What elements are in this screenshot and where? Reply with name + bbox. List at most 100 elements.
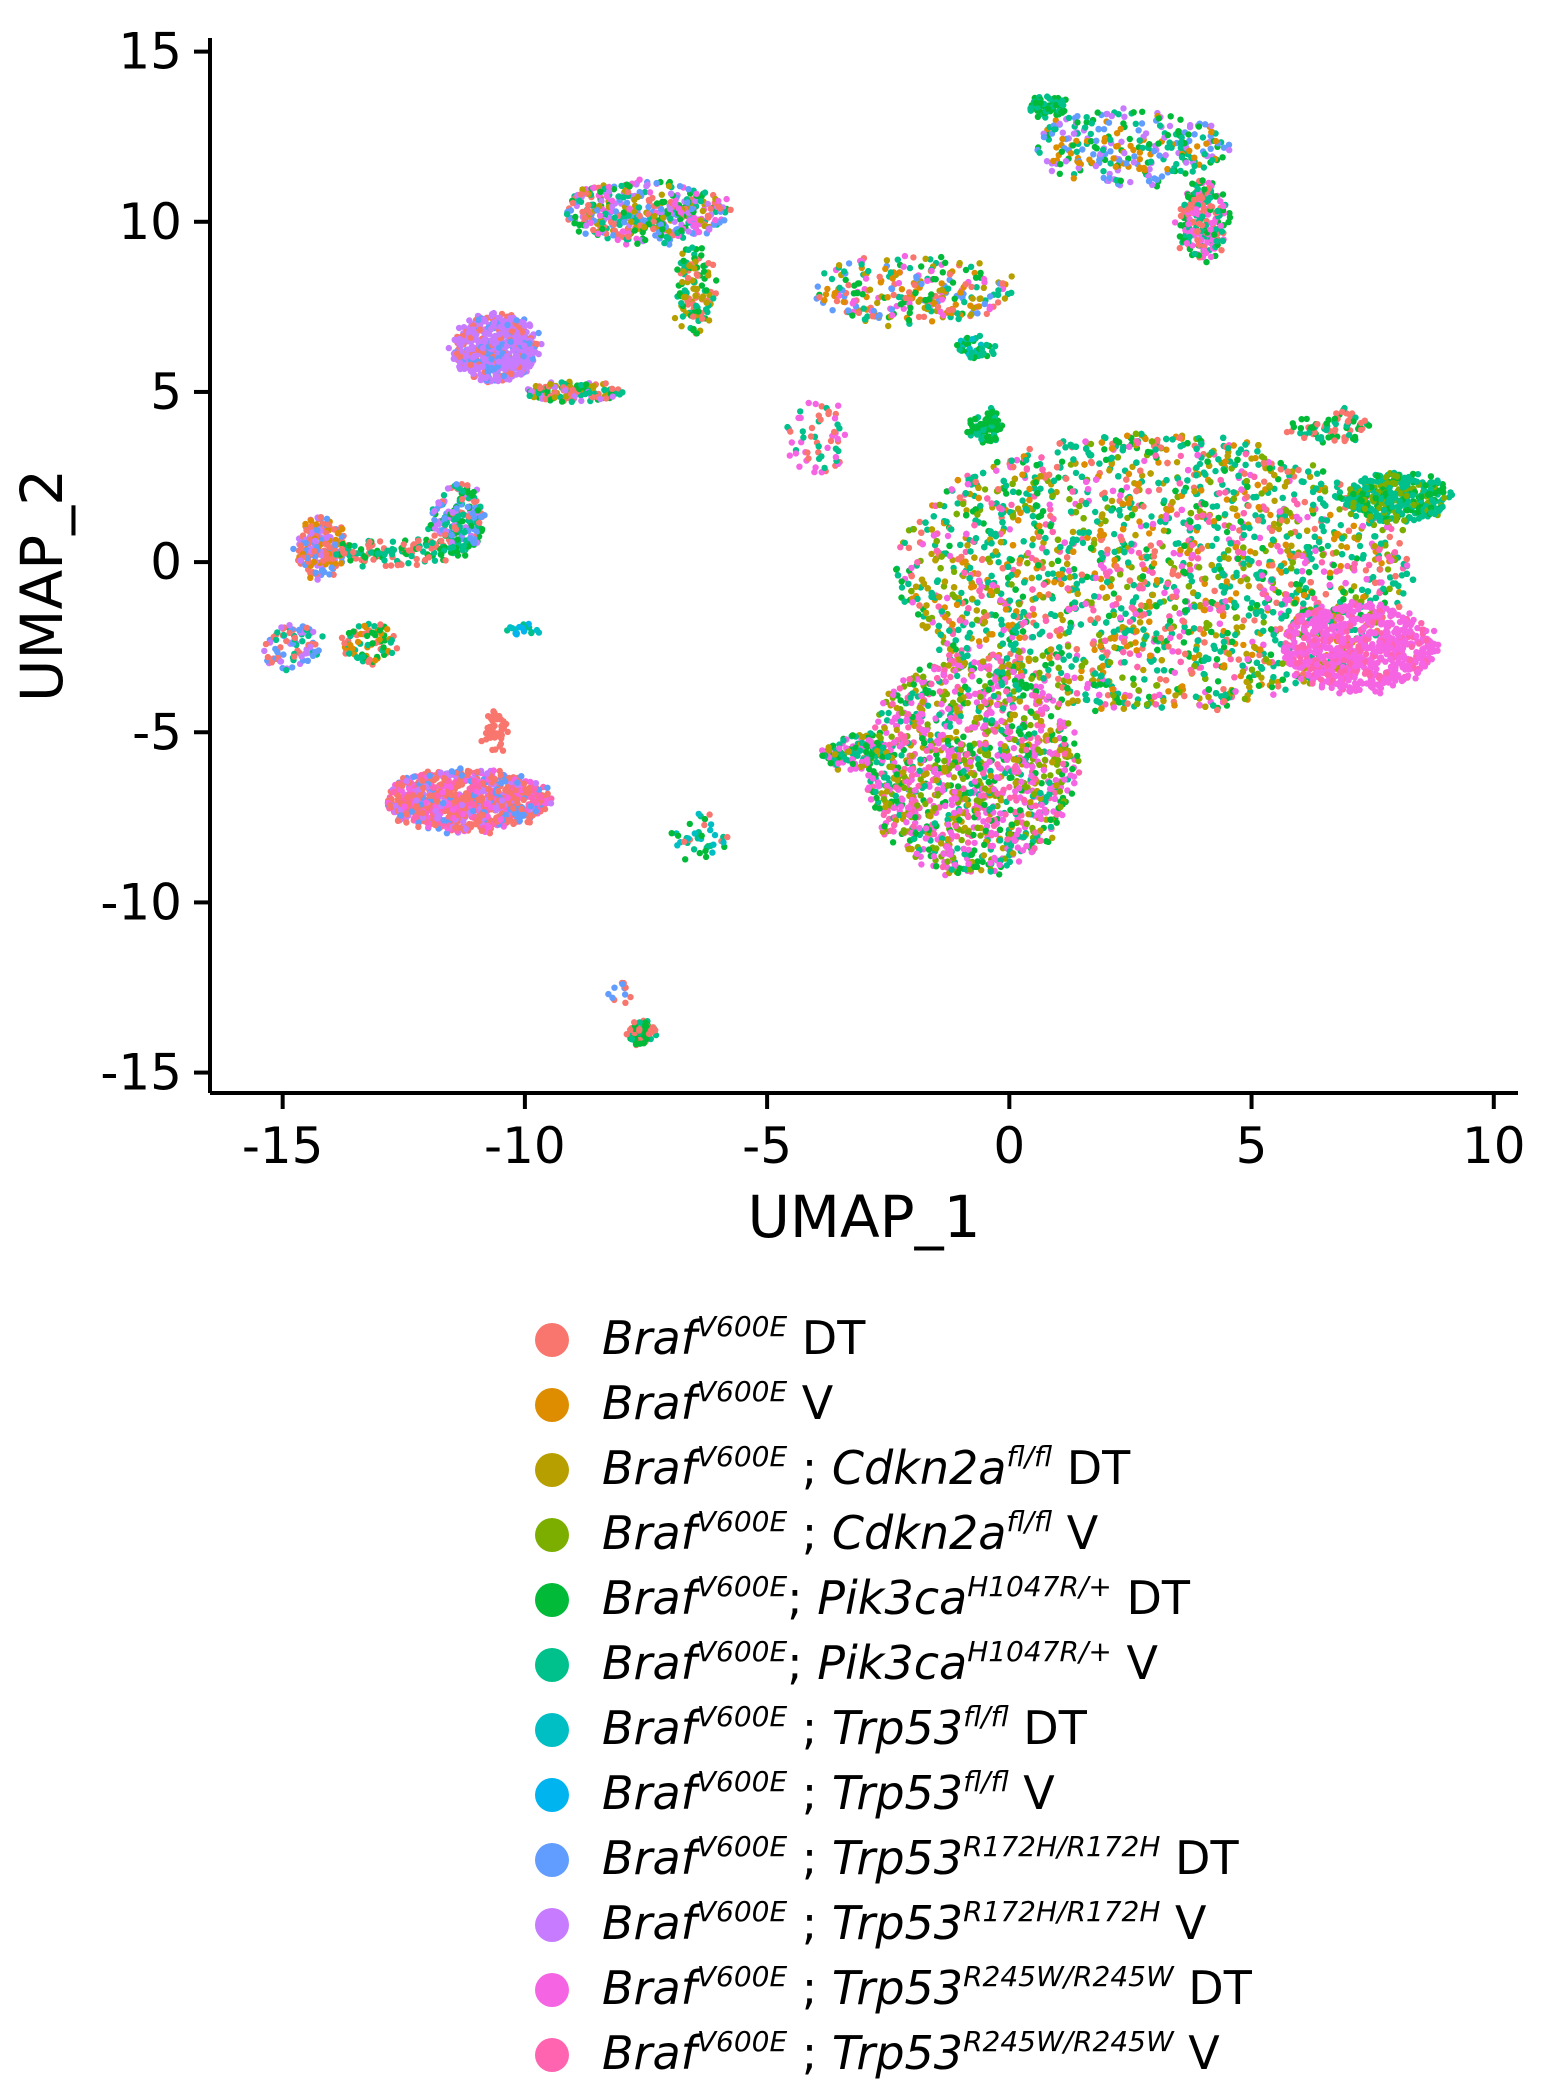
data-point [1333,568,1340,575]
data-point [1240,544,1247,551]
data-point [1010,463,1017,471]
data-point [1098,705,1105,712]
data-point [1145,487,1152,495]
data-point [1260,627,1267,635]
data-point [1167,559,1175,567]
data-point [1311,533,1319,540]
data-point [1047,522,1054,530]
data-point [1173,588,1180,595]
data-point [1195,651,1203,659]
data-point [1334,530,1341,538]
data-point [1348,553,1356,561]
data-point [1194,591,1202,599]
data-point [1160,697,1167,705]
data-point [1225,547,1232,554]
data-point [930,513,937,520]
data-point [1103,593,1111,601]
data-point [1026,445,1033,453]
cell-cluster [893,430,1417,715]
data-point [1126,650,1134,657]
data-point [933,537,940,545]
data-point [1309,462,1317,469]
data-point [1015,489,1022,496]
data-point [1403,555,1410,563]
data-point [1392,573,1399,580]
data-point [1157,634,1165,642]
data-point [1136,518,1143,525]
data-point [1030,611,1038,618]
data-point [938,553,945,560]
data-point [1078,571,1086,578]
data-point [1318,523,1326,530]
data-point [1153,630,1160,637]
data-point [898,578,905,585]
data-point [1310,501,1317,509]
data-point [1128,511,1136,519]
data-point [1115,595,1122,602]
data-point [1046,632,1054,639]
data-point [974,570,982,577]
data-point [1135,480,1143,487]
data-point [1208,599,1215,606]
data-point [1344,562,1351,570]
data-point [1177,452,1185,460]
data-point [1133,628,1140,635]
data-point [1065,628,1072,636]
data-point [1311,525,1319,533]
data-point [1062,475,1070,482]
data-point [1026,485,1033,493]
data-point [1097,681,1104,688]
data-point [1071,674,1078,681]
data-point [1189,551,1197,559]
data-point [1240,510,1248,517]
data-point [1243,478,1250,485]
data-point [1237,518,1244,525]
data-point [1169,436,1176,443]
data-point [1059,616,1066,624]
data-point [1217,476,1224,484]
data-point [1277,562,1285,570]
data-point [1396,540,1403,547]
data-point [1181,542,1188,549]
data-point [1126,495,1134,502]
data-point [1067,772,1074,779]
data-point [1269,562,1276,569]
data-point [1113,563,1120,570]
data-point [1060,677,1067,684]
data-point [1071,604,1078,612]
data-point [1023,490,1030,497]
data-point [1232,631,1239,639]
data-point [1403,562,1411,569]
data-point [1178,506,1186,514]
data-point [1073,580,1081,588]
data-point [1048,560,1056,568]
data-point [1193,472,1200,479]
data-point [1130,598,1137,605]
data-point [1267,511,1274,519]
data-point [1333,479,1341,486]
data-point [975,638,983,645]
data-point [1338,542,1345,550]
data-point [1132,610,1139,617]
data-point [968,584,975,591]
data-point [1089,640,1097,647]
data-point [1260,619,1267,626]
data-point [1205,693,1212,701]
data-point [1053,463,1061,471]
data-point [1249,638,1256,645]
data-point [1142,435,1149,443]
data-point [1251,533,1258,540]
data-point [1152,446,1159,453]
data-point [1094,615,1102,622]
data-point [1083,445,1090,452]
data-point [1104,578,1111,586]
data-point [1255,682,1263,689]
data-point [1222,598,1229,605]
data-point [1255,442,1262,449]
data-point [1019,628,1027,635]
data-point [1185,466,1192,474]
data-point [1219,612,1227,620]
data-point [1064,685,1071,692]
data-point [1093,476,1100,483]
data-point [1065,652,1073,659]
